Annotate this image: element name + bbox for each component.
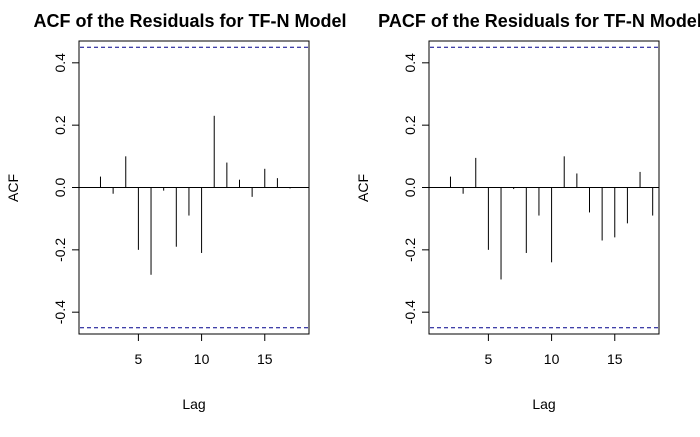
pacf-x-axis-label: Lag (532, 396, 555, 412)
acf-y-axis-label: ACF (5, 174, 21, 202)
acf-panel: ACF of the Residuals for TF-N Model Lag … (5, 11, 347, 412)
acf-y-tick-label: -0.4 (52, 300, 68, 324)
acf-y-tick-label: -0.2 (52, 238, 68, 262)
pacf-marks: 5 10 15 -0.4 -0.2 0.0 0.2 0.4 (402, 46, 659, 367)
acf-x-axis-label: Lag (182, 396, 205, 412)
acf-y-tick-label: 0.2 (52, 115, 68, 135)
pacf-y-tick-label: 0.2 (402, 115, 418, 135)
pacf-panel: PACF of the Residuals for TF-N Model Lag… (355, 11, 700, 412)
acf-title: ACF of the Residuals for TF-N Model (34, 11, 347, 31)
pacf-y-tick-label: -0.2 (402, 238, 418, 262)
pacf-x-tick-label: 15 (607, 351, 623, 367)
acf-x-tick-label: 10 (194, 351, 210, 367)
pacf-x-tick-label: 10 (544, 351, 560, 367)
pacf-y-tick-label: 0.4 (402, 53, 418, 73)
acf-marks: 5 10 15 -0.4 -0.2 0.0 0.2 0.4 (52, 46, 309, 367)
pacf-x-tick-label: 5 (484, 351, 492, 367)
pacf-y-tick-label: 0.0 (402, 178, 418, 198)
pacf-title: PACF of the Residuals for TF-N Model (378, 11, 700, 31)
pacf-y-tick-label: -0.4 (402, 300, 418, 324)
acf-y-tick-label: 0.4 (52, 53, 68, 73)
acf-x-tick-label: 5 (134, 351, 142, 367)
pacf-y-axis-label: ACF (355, 174, 371, 202)
acf-x-tick-label: 15 (257, 351, 273, 367)
acf-y-tick-label: 0.0 (52, 178, 68, 198)
